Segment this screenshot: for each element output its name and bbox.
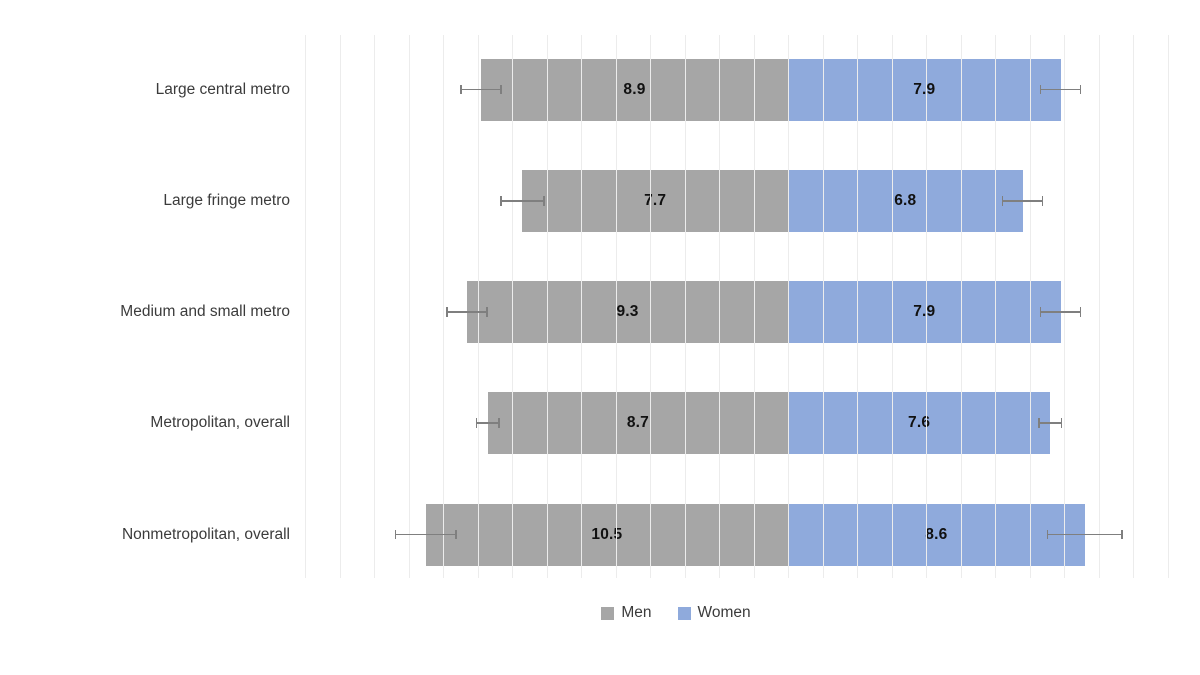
category-label: Nonmetropolitan, overall <box>121 525 290 543</box>
men-bar: 8.7 <box>487 392 788 455</box>
error-bar-part <box>1079 307 1082 317</box>
women-swatch-icon <box>677 606 691 620</box>
men-bar-value: 7.7 <box>644 191 667 209</box>
gridline <box>374 35 375 578</box>
category-label: Metropolitan, overall <box>150 414 290 432</box>
men-swatch-icon <box>601 606 615 620</box>
men-bar-value: 10.5 <box>591 525 623 543</box>
women-bar-value: 8.6 <box>925 525 948 543</box>
women-bar: 7.9 <box>788 58 1061 121</box>
error-bar-part <box>446 307 449 317</box>
gridline <box>339 35 341 578</box>
category-label: Large fringe metro <box>163 191 290 209</box>
category-label: Medium and small metro <box>120 303 290 320</box>
legend: Men Women <box>76 599 1200 627</box>
error-bar-part <box>1121 529 1123 540</box>
men-bar: 8.9 <box>480 58 788 121</box>
error-bar-part <box>475 418 478 429</box>
error-bar-part <box>394 529 397 540</box>
men-bar: 9.3 <box>467 281 788 343</box>
gridline <box>1167 35 1169 578</box>
category-label: Large central metro <box>155 80 290 98</box>
legend-item-men: Men <box>601 604 652 622</box>
gridline <box>408 35 410 578</box>
women-bar-value: 6.8 <box>894 191 917 209</box>
women-bar: 7.6 <box>788 392 1051 455</box>
legend-label-women: Women <box>697 604 751 621</box>
men-bar-value: 8.9 <box>623 80 646 98</box>
error-bar-part <box>1079 84 1082 95</box>
men-bar: 10.5 <box>425 503 788 566</box>
women-bar: 7.9 <box>788 281 1061 343</box>
gridline <box>443 35 444 578</box>
women-bar-value: 7.9 <box>913 80 936 98</box>
gridline <box>1133 35 1134 578</box>
gridline <box>305 35 306 578</box>
gridline <box>1098 35 1100 578</box>
error-bar-part <box>1041 195 1044 206</box>
legend-item-women: Women <box>677 604 751 622</box>
men-bar-value: 9.3 <box>616 303 639 320</box>
legend-label-men: Men <box>621 604 652 621</box>
women-bar-value: 7.6 <box>908 414 931 432</box>
error-bar-part <box>499 195 502 206</box>
error-bar-part <box>1060 418 1063 429</box>
gridline <box>1064 35 1065 578</box>
women-bar: 6.8 <box>788 169 1023 232</box>
error-bar-part <box>460 84 462 95</box>
men-bar-value: 8.7 <box>626 414 649 432</box>
women-bar-value: 7.9 <box>913 303 936 320</box>
men-bar: 7.7 <box>522 169 788 232</box>
women-bar: 8.6 <box>788 503 1085 566</box>
